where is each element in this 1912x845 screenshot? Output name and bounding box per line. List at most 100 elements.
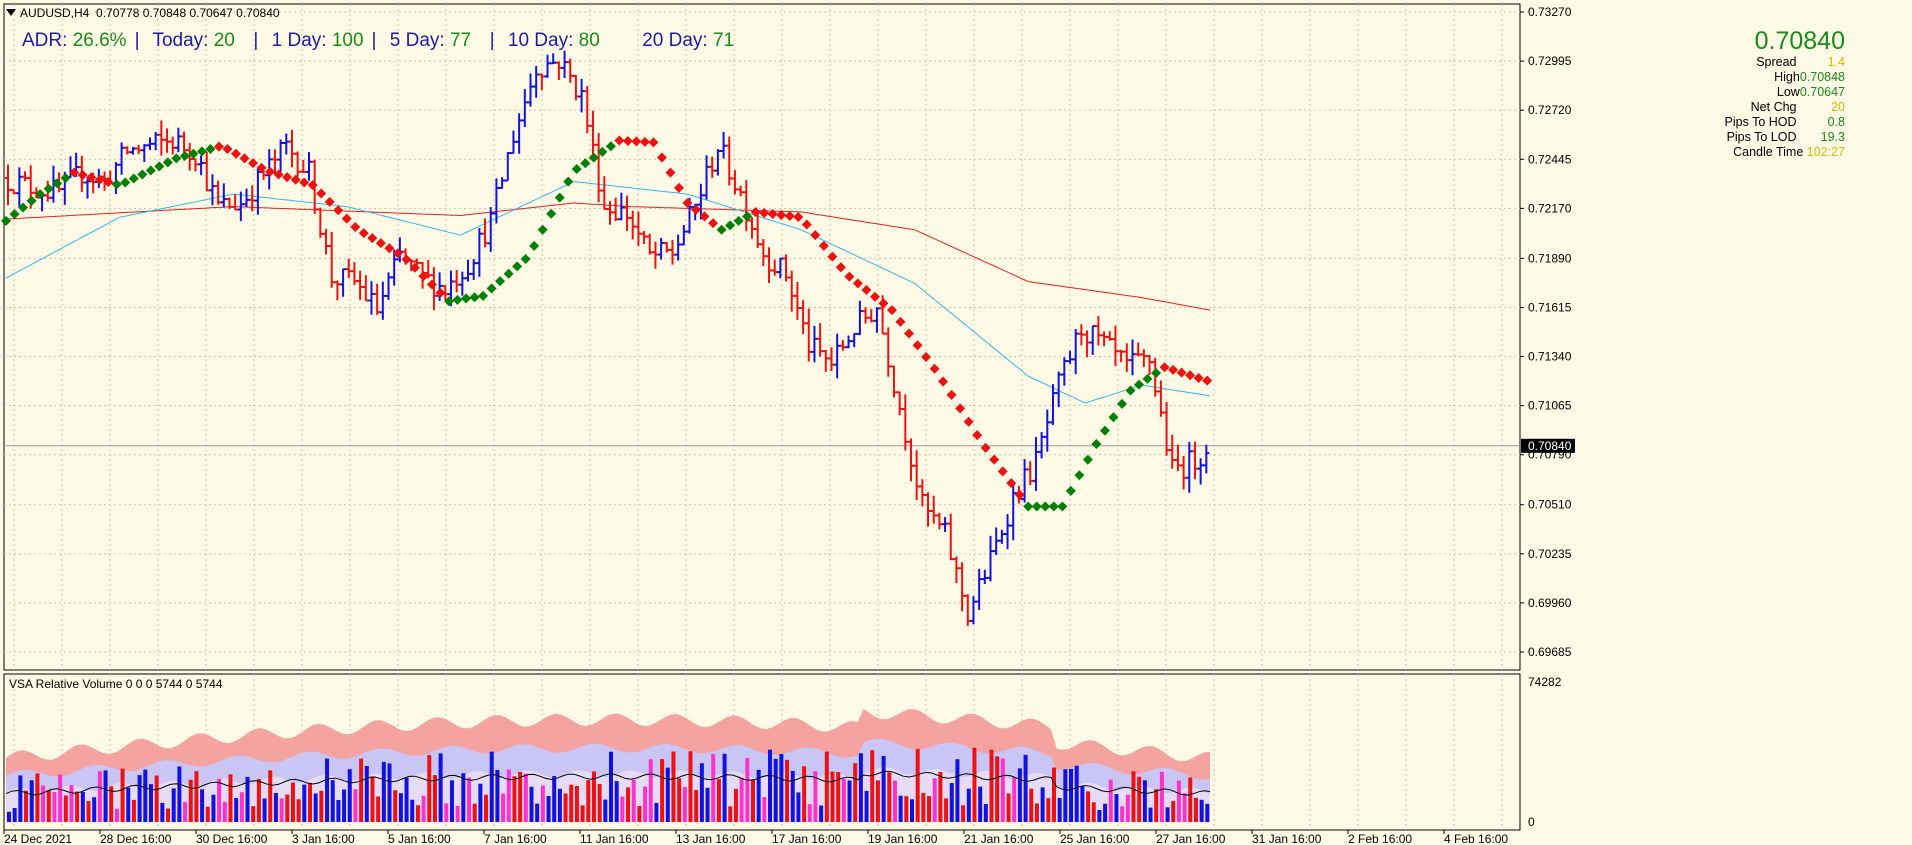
ohlc-bar [1021, 459, 1028, 503]
volume-bar [467, 777, 472, 822]
volume-bar [41, 785, 46, 822]
ema-dot [631, 136, 642, 147]
volume-bar [807, 804, 812, 822]
volume-bar [1006, 793, 1011, 822]
today-value: 20 [213, 30, 235, 51]
volume-bar [410, 799, 415, 822]
ema-dot [938, 376, 949, 387]
ema-dot [614, 135, 625, 146]
volume-bar [961, 805, 966, 822]
ema-dot [648, 137, 659, 148]
ohlc-bar [754, 213, 761, 249]
volume-bar [927, 796, 932, 822]
ohlc-bar [521, 89, 528, 128]
ema-dot [784, 210, 795, 221]
ema-dot [852, 278, 863, 289]
volume-bar [631, 779, 636, 822]
price-tick-label: 0.72720 [1528, 103, 1572, 117]
ema-dot [844, 271, 855, 282]
ohlc-bar [1027, 461, 1034, 486]
volume-bar [1148, 807, 1153, 822]
ohlc-bar [868, 309, 875, 323]
ohlc-bar [811, 325, 818, 363]
time-tick-label: 31 Jan 16:00 [1252, 832, 1322, 845]
ema-dot [1023, 501, 1034, 512]
volume-bar [1137, 776, 1142, 822]
ohlc-bar [362, 275, 369, 302]
price-tick-label: 0.73270 [1528, 5, 1572, 19]
ema-dot [835, 262, 846, 273]
ema-dot [1, 215, 11, 226]
ema-dot [196, 146, 207, 157]
ohlc-bar [453, 269, 460, 293]
ema-dot [103, 177, 114, 188]
ohlc-bar [1078, 324, 1085, 346]
ema-dot [546, 208, 557, 219]
ohlc-bar [936, 512, 943, 530]
ohlc-bar [533, 65, 540, 98]
symbol-label: AUDUSD,H4 [20, 6, 90, 20]
ohlc-bar [550, 53, 557, 65]
volume-bar [12, 807, 17, 822]
volume-bar [654, 802, 659, 822]
ohlc-bar [482, 218, 489, 248]
volume-bar [694, 790, 699, 822]
ema-dot [77, 170, 88, 181]
ohlc-bar [22, 171, 29, 182]
ohlc-bar [317, 207, 324, 238]
volume-bar [415, 805, 420, 822]
ema-dot [1159, 362, 1170, 373]
volume-bar [268, 770, 273, 822]
ema-dot [273, 169, 284, 180]
ohlc-bar [465, 259, 472, 282]
ema-dot [767, 208, 778, 219]
ohlc-bar [743, 180, 750, 232]
volume-bar [847, 780, 852, 822]
volume-bar [114, 808, 119, 822]
ema-dot [324, 196, 335, 207]
ema-dot [222, 144, 233, 155]
price-tick-label: 0.69685 [1528, 645, 1572, 659]
ohlc-bar [788, 270, 795, 312]
ohlc-bar [340, 268, 347, 297]
ohlc-bar [368, 281, 375, 315]
ema-dot [69, 167, 80, 178]
ema-dot [307, 180, 318, 191]
volume-bar [1120, 806, 1125, 822]
ema-dot [1125, 385, 1136, 396]
ema-dot [1108, 412, 1119, 423]
ohlc-bar [1061, 357, 1068, 386]
volume-zero-label: 0 [1528, 815, 1535, 829]
ohlc-bar [1186, 441, 1193, 493]
price-tick-label: 0.70510 [1528, 498, 1572, 512]
ema-dot [1116, 398, 1127, 409]
ohlc-bar [220, 183, 227, 208]
ema-dot [94, 174, 105, 185]
ohlc-bar [1203, 444, 1210, 474]
ohlc-bar [112, 161, 119, 195]
ohlc-bar [817, 323, 824, 357]
volume-bar [910, 799, 914, 822]
volume-bar [745, 757, 750, 822]
adr-label: ADR: [22, 30, 68, 51]
volume-bar [97, 771, 102, 822]
ohlc-bar [828, 347, 835, 371]
ohlc-bar [1072, 329, 1079, 375]
d5-label: 5 Day: [389, 30, 445, 51]
volume-bar [853, 763, 858, 822]
volume-bar [892, 780, 897, 822]
ohlc-bar [641, 231, 648, 245]
volume-bar [1069, 768, 1074, 822]
ema-dot [895, 316, 906, 327]
volume-bar [342, 789, 347, 822]
ema-dot [708, 218, 719, 229]
lod-label: Pips To LOD [1726, 130, 1797, 144]
ohlc-bar [334, 280, 341, 301]
volume-bar [983, 804, 988, 822]
dropdown-triangle-icon[interactable] [6, 9, 16, 16]
ohlc-bar [294, 151, 301, 177]
ohlc-bar [652, 241, 659, 269]
volume-bar [921, 793, 926, 822]
volume-bar [523, 773, 528, 822]
